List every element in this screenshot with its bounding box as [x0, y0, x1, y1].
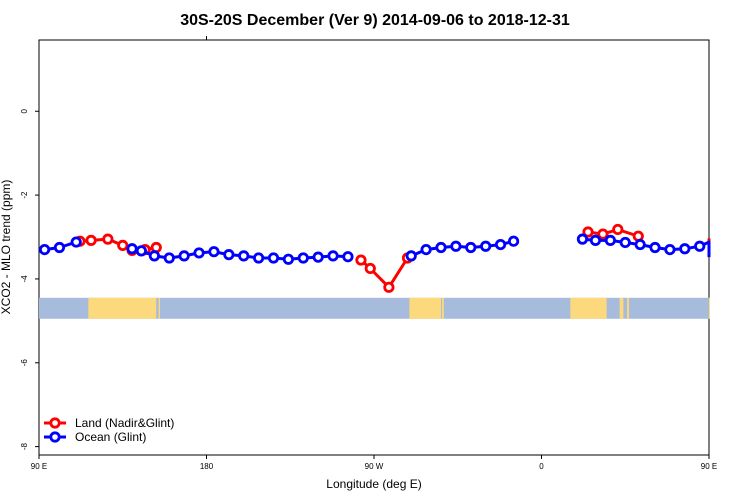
- x-tick-label: 90 W: [365, 462, 384, 471]
- data-point: [364, 262, 376, 275]
- legend-label: Land (Nadir&Glint): [75, 416, 174, 430]
- legend-marker: [49, 417, 61, 429]
- data-point: [148, 250, 160, 262]
- data-point: [193, 247, 205, 259]
- land-segment: [158, 297, 160, 319]
- legend: Land (Nadir&Glint)Ocean (Glint): [44, 416, 174, 444]
- data-point: [85, 234, 97, 246]
- data-point: [435, 241, 447, 254]
- ocean-band: [39, 297, 709, 319]
- data-point: [70, 236, 82, 248]
- data-point: [664, 243, 676, 256]
- data-point: [327, 250, 339, 262]
- data-point: [253, 252, 265, 264]
- data-point: [634, 238, 646, 251]
- data-point: [163, 252, 175, 264]
- data-point: [612, 223, 624, 236]
- land-segment: [619, 297, 624, 319]
- land-segment: [409, 297, 441, 319]
- data-point: [597, 228, 609, 240]
- y-tick-label: -6: [20, 359, 29, 367]
- series-line: [131, 247, 348, 261]
- data-point: [679, 243, 691, 255]
- series-layer: [38, 223, 711, 293]
- data-point: [480, 240, 492, 252]
- data-point: [450, 240, 462, 252]
- x-tick-label: 90 E: [31, 462, 47, 471]
- data-point: [208, 246, 220, 258]
- series-land: [74, 223, 711, 293]
- data-point: [465, 241, 477, 254]
- data-point: [507, 235, 520, 247]
- data-point: [126, 243, 138, 255]
- series-line: [587, 228, 639, 238]
- data-point: [494, 238, 507, 251]
- series-line: [359, 257, 409, 289]
- legend-label: Ocean (Glint): [75, 430, 146, 444]
- data-point: [619, 236, 631, 249]
- land-sea-band: [39, 297, 710, 319]
- data-point: [238, 250, 250, 262]
- chart-title: 30S-20S December (Ver 9) 2014-09-06 to 2…: [180, 12, 570, 29]
- y-tick-label: -4: [20, 275, 29, 283]
- data-point: [576, 233, 589, 245]
- x-tick-label: 0: [539, 462, 544, 471]
- data-point: [312, 251, 324, 263]
- data-point: [297, 252, 309, 264]
- data-point: [53, 241, 66, 254]
- land-segment: [88, 297, 157, 319]
- land-segment: [570, 297, 607, 319]
- data-point: [420, 243, 432, 256]
- y-axis-label: XCO2 - MLO trend (ppm): [0, 180, 13, 315]
- data-point: [102, 233, 114, 245]
- data-point: [267, 252, 280, 264]
- land-segment: [627, 297, 629, 319]
- legend-marker: [49, 431, 61, 443]
- x-tick-label: 90 E: [701, 462, 717, 471]
- data-point: [135, 245, 147, 257]
- data-point: [282, 253, 294, 265]
- data-point: [178, 250, 190, 262]
- x-tick-label: 180: [200, 462, 214, 471]
- data-point: [342, 251, 354, 263]
- land-segment: [709, 297, 710, 319]
- y-tick-label: 0: [20, 108, 29, 113]
- data-point: [117, 239, 129, 252]
- data-point: [223, 249, 235, 261]
- land-segment: [441, 297, 444, 319]
- data-point: [355, 254, 367, 266]
- y-tick-label: -2: [20, 191, 29, 199]
- data-point: [604, 234, 616, 246]
- data-point: [405, 250, 417, 262]
- data-point: [38, 243, 51, 256]
- data-point: [649, 241, 661, 254]
- data-point: [582, 226, 594, 238]
- data-point: [694, 240, 706, 252]
- y-axis: 0 -2 -4 -6 -8: [20, 108, 39, 450]
- data-point: [383, 281, 395, 293]
- y-tick-label: -8: [20, 443, 29, 451]
- data-point: [589, 234, 602, 246]
- series-ocean: [38, 233, 711, 265]
- x-axis: 90 E 180 90 W 0 90 E: [31, 455, 717, 471]
- x-axis-label: Longitude (deg E): [326, 477, 421, 491]
